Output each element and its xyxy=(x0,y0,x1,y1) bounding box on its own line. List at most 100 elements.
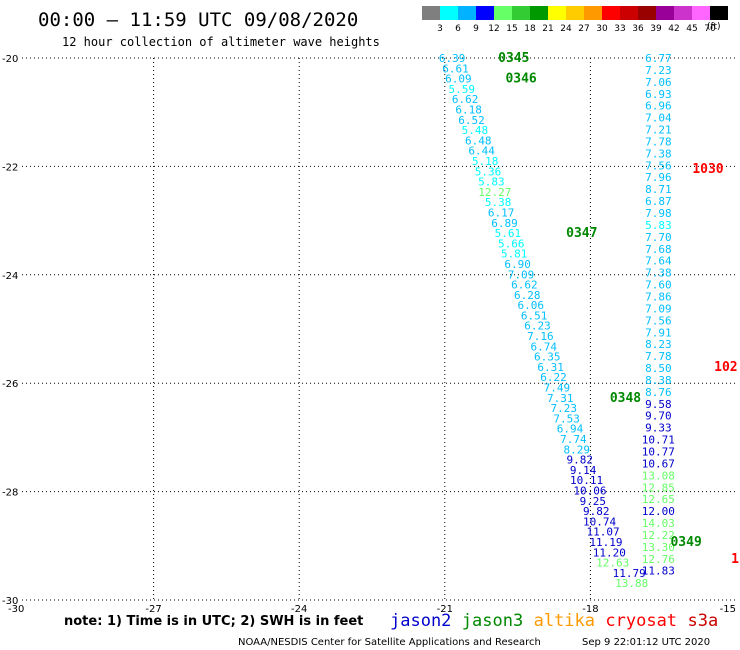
legend-entry-cryosat: cryosat xyxy=(605,611,677,631)
swh-value: 5.81 xyxy=(501,248,528,261)
legend-entry-jason3: jason3 xyxy=(462,611,523,631)
swh-value: 6.48 xyxy=(465,134,492,147)
swh-value: 6.17 xyxy=(488,206,515,219)
x-tick-label: -27 xyxy=(145,604,161,615)
swh-value: 6.18 xyxy=(455,103,482,116)
swh-value: 11.83 xyxy=(642,565,675,578)
pass-time-label: 102 xyxy=(714,360,737,375)
swh-value: 7.38 xyxy=(645,267,672,280)
swh-value: 9.70 xyxy=(645,410,672,423)
swh-value: 9.58 xyxy=(645,398,672,411)
colorbar-swatch xyxy=(494,6,512,20)
y-tick-label: -26 xyxy=(2,379,18,390)
swh-value: 7.21 xyxy=(645,124,672,137)
colorbar-swatch xyxy=(692,6,710,20)
swh-value: 7.06 xyxy=(645,76,672,89)
colorbar-unit: (ft) xyxy=(707,22,721,32)
colorbar-tick-label: 45 xyxy=(686,24,697,34)
swh-value: 6.22 xyxy=(540,371,567,384)
swh-value: 9.14 xyxy=(570,464,597,477)
swh-value: 5.83 xyxy=(478,176,505,189)
colorbar-tick-label: 21 xyxy=(542,24,553,34)
swh-value: 7.09 xyxy=(508,268,535,281)
colorbar-swatch xyxy=(602,6,620,20)
x-tick-label: -18 xyxy=(582,604,598,615)
timestamp: Sep 9 22:01:12 UTC 2020 xyxy=(582,637,710,648)
pass-labels: 0345 0346 0347 0348 0349 1030 102 1 xyxy=(498,51,739,567)
colorbar-swatch xyxy=(710,6,728,20)
x-tick-label: -21 xyxy=(437,604,453,615)
swh-value: 5.38 xyxy=(485,196,512,209)
colorbar-swatch xyxy=(638,6,656,20)
colorbar-swatch xyxy=(476,6,494,20)
swh-value: 10.77 xyxy=(642,445,675,458)
pass-time-label: 1030 xyxy=(692,162,723,177)
swh-value: 13.08 xyxy=(642,469,675,482)
swh-value: 10.11 xyxy=(570,474,603,487)
swh-value: 8.50 xyxy=(645,362,672,375)
x-tick-label: -30 xyxy=(8,604,24,615)
swh-value: 10.06 xyxy=(573,485,606,498)
plot-grid xyxy=(22,57,736,601)
swh-value: 6.93 xyxy=(645,88,672,101)
swh-value: 6.06 xyxy=(517,299,544,312)
colorbar-swatch xyxy=(512,6,530,20)
legend-entry-jason2: jason2 xyxy=(390,611,451,631)
swh-value: 7.70 xyxy=(645,231,672,244)
swh-value: 7.38 xyxy=(645,147,672,160)
colorbar-swatch xyxy=(458,6,476,20)
colorbar-swatch xyxy=(440,6,458,20)
swh-value: 7.04 xyxy=(645,112,672,125)
swh-value: 10.71 xyxy=(642,434,675,447)
swh-value: 11.07 xyxy=(586,526,619,539)
swh-value: 12.00 xyxy=(642,505,675,518)
swh-value: 10.67 xyxy=(642,457,675,470)
y-tick-label: -22 xyxy=(2,162,18,173)
chart-subtitle: 12 hour collection of altimeter wave hei… xyxy=(62,35,380,49)
legend-entry-s3a: s3a xyxy=(688,611,719,631)
colorbar-tick-label: 3 xyxy=(437,24,443,34)
swh-value: 7.56 xyxy=(645,314,672,327)
swh-value: 6.90 xyxy=(504,258,531,271)
colorbar-tick-label: 18 xyxy=(524,24,536,34)
swh-value: 7.96 xyxy=(645,171,672,184)
axis-ticks: -30 -27 -24 -21 -18 -15 -20 -22 -24 -26 -28 -30 xyxy=(2,54,736,615)
swh-value: 6.51 xyxy=(521,309,548,322)
swh-value: 8.23 xyxy=(645,338,672,351)
swh-value: 6.77 xyxy=(645,52,672,65)
swh-value: 5.83 xyxy=(645,219,672,232)
swh-value: 7.09 xyxy=(645,302,672,315)
colorbar-swatch xyxy=(530,6,548,20)
swh-value: 6.52 xyxy=(458,114,485,127)
colorbar-tick-label: 42 xyxy=(668,24,679,34)
swh-value: 11.20 xyxy=(593,546,626,559)
swh-value: 6.89 xyxy=(491,217,518,230)
swh-value: 8.38 xyxy=(645,374,672,387)
colorbar-swatch xyxy=(566,6,584,20)
colorbar-swatch xyxy=(422,6,440,20)
swh-value: 12.76 xyxy=(642,553,675,566)
colorbar-tick-label: 6 xyxy=(455,24,461,34)
colorbar-tick-label: 33 xyxy=(614,24,625,34)
colorbar-tick-label: 70 xyxy=(704,24,716,34)
pass-time-label: 1 xyxy=(731,552,739,567)
credit-line: NOAA/NESDIS Center for Satellite Applica… xyxy=(238,637,541,648)
swh-value: 5.48 xyxy=(462,124,489,137)
x-tick-label: -15 xyxy=(720,604,736,615)
pass-time-label: 0349 xyxy=(670,535,701,550)
colorbar-tick-label: 27 xyxy=(578,24,589,34)
swh-value: 7.60 xyxy=(645,279,672,292)
y-tick-label: -28 xyxy=(2,488,18,499)
swh-value: 6.94 xyxy=(557,423,584,436)
swh-value: 6.61 xyxy=(442,62,469,75)
swh-value: 7.86 xyxy=(645,290,672,303)
swh-value: 7.91 xyxy=(645,326,672,339)
swh-value: 5.61 xyxy=(495,227,522,240)
swh-value: 6.23 xyxy=(524,320,551,333)
swh-value: 7.56 xyxy=(645,159,672,172)
swh-value: 6.39 xyxy=(439,52,466,65)
colorbar-tick-label: 12 xyxy=(488,24,499,34)
swh-value: 6.44 xyxy=(468,145,495,158)
pass-time-label: 0348 xyxy=(610,391,641,406)
colorbar-swatch xyxy=(548,6,566,20)
